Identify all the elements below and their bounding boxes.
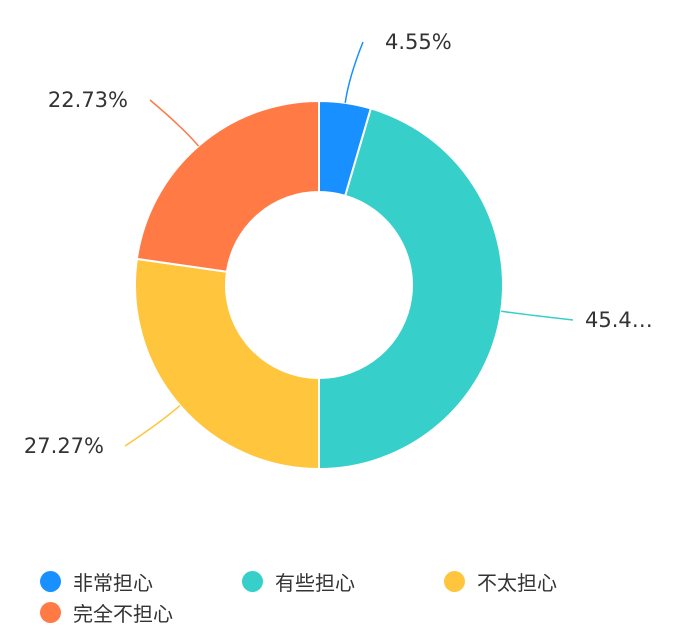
leader-line (149, 99, 200, 147)
legend-label: 不太担心 (477, 570, 557, 595)
legend-item-not-very-worried[interactable]: 不太担心 (444, 566, 557, 596)
leader-line (344, 41, 364, 103)
legend-marker (40, 601, 61, 623)
donut-slices (134, 99, 504, 471)
legend-label: 非常担心 (73, 570, 153, 595)
donut-slice[interactable] (318, 107, 504, 471)
donut-slice[interactable] (135, 99, 320, 273)
donut-chart: 4.55% 45.4… 27.27% 22.73% (24, 30, 653, 471)
leader-line (501, 310, 574, 321)
slice-percentage-label: 27.27% (24, 434, 104, 458)
legend-item-very-worried[interactable]: 非常担心 (40, 566, 153, 596)
slice-percentage-label: 22.73% (48, 88, 128, 112)
slice-labels: 4.55% 45.4… 27.27% 22.73% (24, 30, 653, 458)
slice-percentage-label: 45.4… (585, 308, 653, 332)
legend-label: 有些担心 (275, 570, 355, 595)
slice-percentage-label: 4.55% (385, 30, 452, 54)
donut-slice[interactable] (134, 257, 320, 471)
leader-line (124, 404, 181, 447)
legend-marker (242, 570, 263, 592)
leader-lines (124, 41, 574, 447)
legend-marker (444, 570, 465, 592)
legend-label: 完全不担心 (73, 601, 173, 626)
legend-marker (40, 570, 61, 592)
legend-item-not-worried-at-all[interactable]: 完全不担心 (40, 597, 173, 627)
legend-item-somewhat-worried[interactable]: 有些担心 (242, 566, 355, 596)
